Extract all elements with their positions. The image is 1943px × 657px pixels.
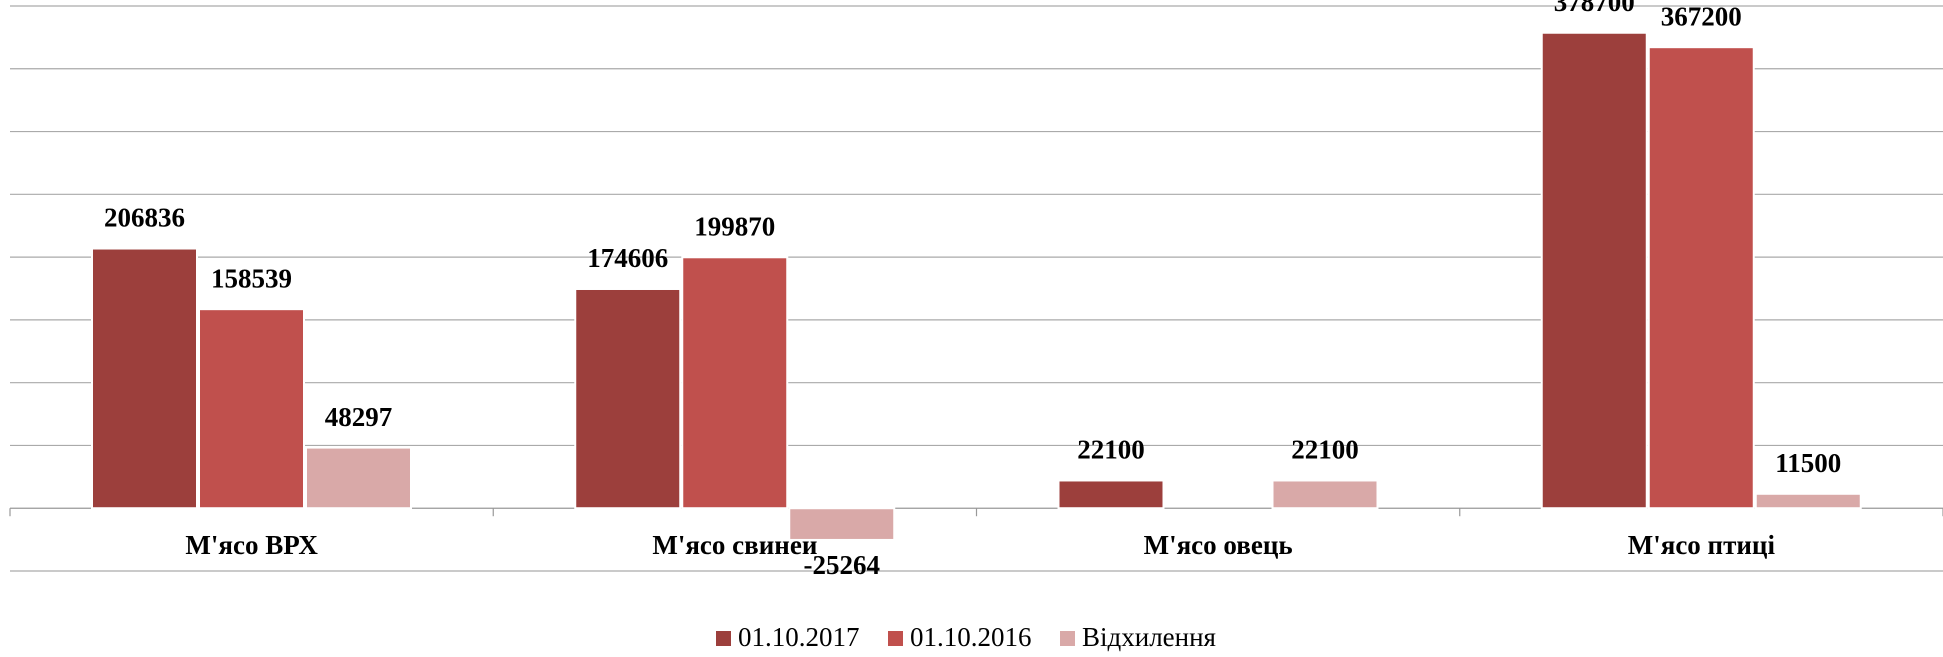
- legend-swatch: [888, 631, 903, 646]
- x-tick-label: М'ясо птиці: [1628, 530, 1776, 560]
- bar: [1647, 46, 1755, 510]
- bar: [198, 308, 305, 510]
- data-label: 367200: [1661, 1, 1742, 31]
- bar: [681, 256, 789, 510]
- bar: [91, 247, 198, 510]
- data-label: 158539: [211, 263, 292, 293]
- data-label: 174606: [587, 243, 668, 273]
- legend-swatch: [716, 631, 731, 646]
- bar: [1754, 492, 1862, 510]
- data-label: 22100: [1291, 435, 1359, 465]
- data-label: 11500: [1775, 448, 1841, 478]
- data-label: 199870: [694, 211, 775, 241]
- bar: [574, 287, 682, 510]
- legend-label: 01.10.2016: [910, 622, 1032, 652]
- bar: [788, 507, 896, 541]
- legend-label: 01.10.2017: [738, 622, 860, 652]
- data-label: 22100: [1077, 435, 1145, 465]
- data-label: 378700: [1554, 0, 1635, 17]
- legend-label: Відхилення: [1082, 622, 1216, 652]
- data-label: 48297: [325, 402, 393, 432]
- data-label: -25264: [804, 550, 881, 580]
- bar: [305, 446, 412, 510]
- bar: [1540, 31, 1648, 510]
- x-tick-label: М'ясо ВРХ: [185, 530, 318, 560]
- x-tick-label: М'ясо овець: [1144, 530, 1293, 560]
- legend-swatch: [1060, 631, 1075, 646]
- data-label: 206836: [104, 203, 185, 233]
- bar: [1271, 479, 1379, 510]
- bar: [1057, 479, 1165, 510]
